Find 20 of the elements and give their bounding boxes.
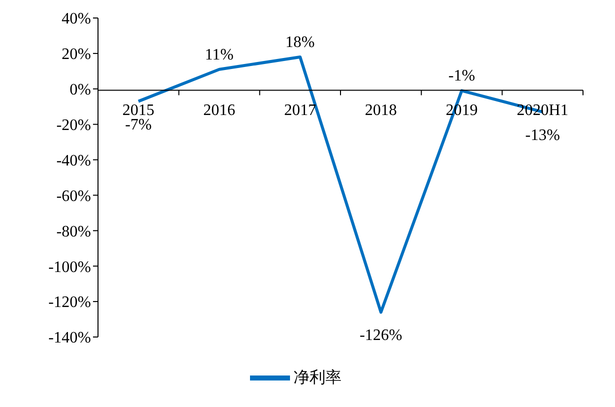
data-label: 11% [204, 46, 234, 64]
y-tick-label: -120% [48, 294, 91, 312]
y-tick-label: -20% [56, 117, 91, 134]
data-label: -1% [448, 68, 476, 85]
x-tick-label: 2020H1 [516, 102, 568, 120]
y-tick-label: -140% [48, 330, 91, 347]
y-tick-label: -100% [48, 258, 91, 276]
x-tick-label: 2018 [364, 102, 397, 120]
y-tick-label: 20% [62, 46, 91, 64]
x-tick-label: 2017 [284, 102, 316, 120]
y-tick-label: -60% [56, 188, 91, 205]
y-tick-label: 40% [62, 10, 91, 28]
x-tick-label: 2016 [203, 102, 236, 120]
data-label: -126% [360, 327, 402, 344]
y-tick-label: -80% [56, 223, 91, 240]
data-label: -13% [525, 126, 560, 144]
legend-label: 净利率 [294, 367, 342, 386]
data-label: 18% [285, 34, 315, 51]
y-tick-label: -40% [56, 152, 91, 170]
y-tick-label: 0% [70, 82, 91, 99]
